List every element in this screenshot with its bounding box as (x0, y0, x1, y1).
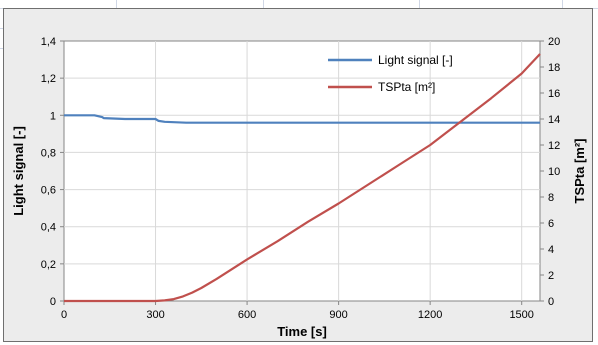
y2-tick-label: 8 (548, 192, 554, 204)
series-line-tspta (64, 53, 541, 303)
legend-label-light-signal: Light signal [-] (378, 53, 453, 67)
x-tick-label: 300 (146, 309, 164, 321)
left-axis-ticks: 0 0,2 0,4 0,6 0,8 1 1,2 1,4 (41, 36, 64, 308)
x-axis-ticks: 0 300 600 900 1200 1500 (61, 301, 534, 321)
x-tick-label: 900 (329, 309, 347, 321)
y2-tick-label: 20 (548, 36, 560, 48)
y2-tick-label: 16 (548, 88, 560, 100)
y2-axis-title: TSPta [m²] (572, 139, 587, 204)
y-tick-label: 1 (50, 110, 56, 122)
series-line-light-signal (64, 114, 540, 124)
y2-tick-label: 10 (548, 166, 560, 178)
y-tick-label: 0,8 (41, 147, 56, 159)
x-tick-label: 1200 (418, 309, 442, 321)
y2-tick-label: 14 (548, 114, 560, 126)
x-tick-label: 0 (61, 309, 67, 321)
x-tick-label: 600 (238, 309, 256, 321)
y2-tick-label: 2 (548, 270, 554, 282)
legend: Light signal [-] TSPta [m²] (328, 53, 453, 94)
x-axis-title: Time [s] (277, 324, 327, 339)
y-tick-label: 0,6 (41, 185, 56, 197)
x-tick-label: 1500 (509, 309, 533, 321)
y-tick-label: 1,4 (41, 36, 56, 48)
y-tick-label: 0,2 (41, 259, 56, 271)
plot-area (63, 40, 541, 302)
right-axis-ticks: 0 2 4 6 8 10 12 14 16 18 20 (540, 36, 560, 308)
y2-tick-label: 18 (548, 62, 560, 74)
y-axis-title: Light signal [-] (11, 126, 26, 216)
y2-tick-label: 12 (548, 140, 560, 152)
y2-tick-label: 4 (548, 244, 554, 256)
legend-label-tspta: TSPta [m²] (378, 80, 435, 94)
y-tick-label: 0,4 (41, 222, 56, 234)
y-tick-label: 0 (50, 296, 56, 308)
y-tick-label: 1,2 (41, 73, 56, 85)
series-layer (64, 53, 541, 303)
y2-tick-label: 6 (548, 218, 554, 230)
y2-tick-label: 0 (548, 296, 554, 308)
